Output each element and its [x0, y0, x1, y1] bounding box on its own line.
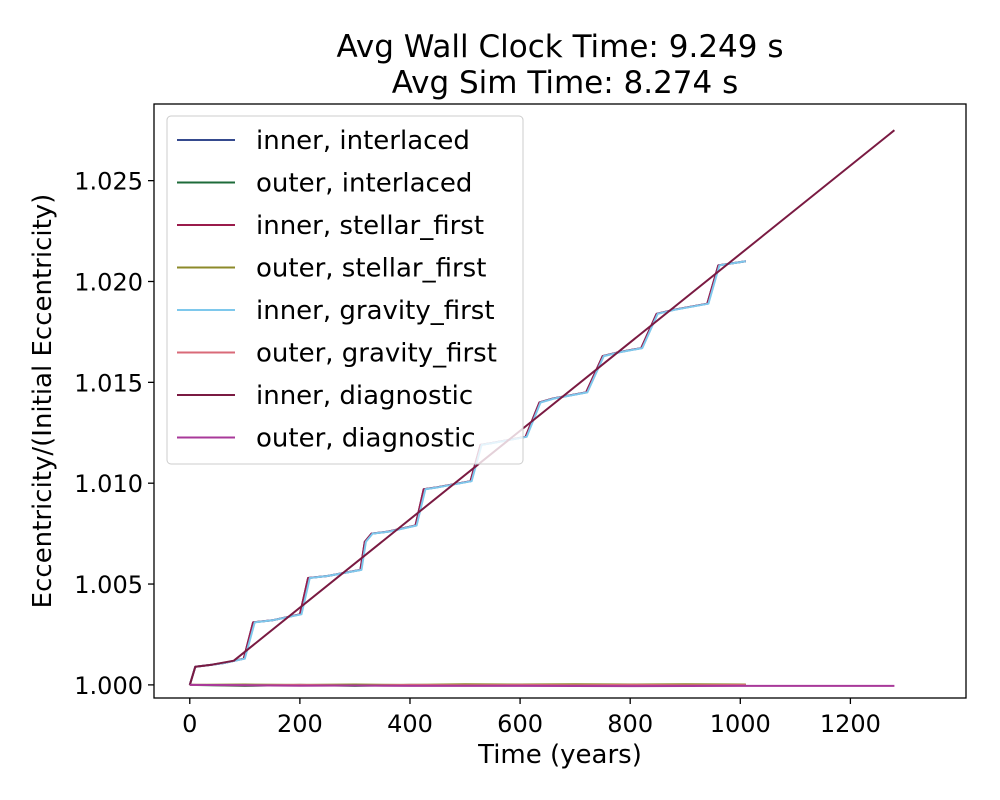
y-tick-label-0: 1.000	[74, 672, 143, 700]
x-axis: 0 200 400 600 800 1000 1200	[182, 698, 881, 738]
chart-title-line-2: Avg Sim Time: 8.274 s	[392, 65, 739, 101]
series-line-7	[189, 683, 895, 688]
y-tick-label-1: 1.005	[74, 571, 143, 599]
x-tick-label-4: 800	[607, 710, 653, 738]
x-tick-label-5: 1000	[710, 710, 771, 738]
series-line-6	[188, 129, 896, 686]
x-axis-label: Time (years)	[477, 740, 642, 770]
y-axis: 1.000 1.005 1.010 1.015 1.020 1.025	[74, 168, 154, 700]
legend-label-6: inner, diagnostic	[256, 381, 473, 411]
series-line-4	[188, 260, 746, 686]
legend-frame	[166, 115, 524, 465]
y-tick-label-3: 1.015	[74, 369, 143, 397]
plot-lines	[188, 129, 896, 688]
legend-label-4: inner, gravity_first	[256, 296, 495, 326]
legend: inner, interlaced outer, interlaced inner,…	[166, 115, 524, 465]
legend-label-3: outer, stellar_first	[256, 254, 486, 284]
x-tick-label-1: 200	[277, 710, 323, 738]
x-tick-label-2: 400	[387, 710, 433, 738]
plot-frame	[153, 103, 967, 699]
y-tick-label-5: 1.025	[74, 168, 143, 196]
chart-title-line-1: Avg Wall Clock Time: 9.249 s	[336, 29, 783, 65]
x-tick-label-0: 0	[182, 710, 197, 738]
x-tick-label-3: 600	[497, 710, 543, 738]
y-tick-label-4: 1.020	[74, 268, 143, 296]
y-tick-label-2: 1.010	[74, 470, 143, 498]
x-tick-label-6: 1200	[820, 710, 881, 738]
legend-label-0: inner, interlaced	[256, 126, 470, 156]
legend-label-1: outer, interlaced	[256, 169, 472, 199]
legend-label-5: outer, gravity_first	[256, 339, 497, 369]
legend-label-2: inner, stellar_first	[256, 211, 484, 241]
legend-label-7: outer, diagnostic	[256, 424, 476, 454]
y-axis-label: Eccentricity/(Initial Eccentricity)	[28, 194, 58, 609]
